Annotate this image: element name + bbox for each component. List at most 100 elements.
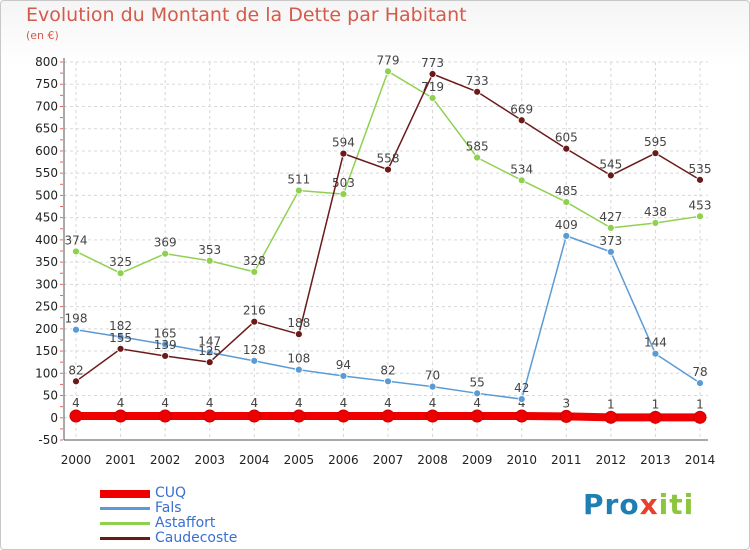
data-point-fals <box>384 377 392 386</box>
y-tick-label: 200 <box>35 322 58 336</box>
data-point-cuq <box>158 409 172 423</box>
data-label-caudecoste: 545 <box>599 157 622 171</box>
data-point-cuq <box>559 409 573 423</box>
data-point-astaffort <box>294 186 303 195</box>
data-point-fals <box>116 332 125 341</box>
data-point-caudecoste <box>72 377 80 386</box>
data-point-caudecoste <box>606 171 615 180</box>
data-label-caudecoste: 669 <box>510 102 533 116</box>
data-point-fals <box>473 389 482 398</box>
data-label-cuq: 4 <box>206 396 214 410</box>
data-label-cuq: 4 <box>117 396 125 410</box>
data-point-astaffort <box>517 176 526 185</box>
data-label-caudecoste: 188 <box>287 316 310 330</box>
legend-label: CUQ <box>155 485 187 501</box>
data-point-cuq <box>114 409 128 423</box>
x-tick-label: 2002 <box>150 453 181 467</box>
data-point-astaffort <box>473 153 482 162</box>
data-label-astaffort: 585 <box>466 140 489 154</box>
data-label-caudecoste: 558 <box>377 152 400 166</box>
data-point-cuq <box>470 409 484 423</box>
x-tick-label: 2013 <box>640 453 671 467</box>
plot-area <box>64 62 708 440</box>
data-label-astaffort: 719 <box>421 80 444 94</box>
y-tick-label: 450 <box>35 211 58 225</box>
data-point-caudecoste <box>473 87 482 96</box>
data-label-astaffort: 325 <box>109 255 132 269</box>
data-point-fals <box>562 231 571 240</box>
data-point-fals <box>428 382 437 391</box>
data-point-astaffort <box>250 268 259 276</box>
x-tick-label: 2010 <box>506 453 537 467</box>
y-tick-label: 400 <box>35 233 58 247</box>
data-label-fals: 144 <box>644 336 667 350</box>
data-point-fals <box>294 365 303 374</box>
x-tick-label: 2004 <box>239 453 270 467</box>
data-label-fals: 373 <box>599 234 622 248</box>
data-label-astaffort: 369 <box>154 236 177 250</box>
data-label-caudecoste: 773 <box>421 56 444 70</box>
x-tick-label: 2005 <box>284 453 315 467</box>
data-label-cuq: 1 <box>696 397 704 411</box>
data-label-caudecoste: 155 <box>109 331 132 345</box>
chart-title: Evolution du Montant de la Dette par Hab… <box>26 4 467 26</box>
data-label-cuq: 4 <box>429 396 437 410</box>
data-label-caudecoste: 605 <box>555 131 578 145</box>
data-point-cuq <box>693 410 707 424</box>
y-tick-label: -50 <box>38 433 58 447</box>
data-label-astaffort: 374 <box>65 233 88 247</box>
data-label-caudecoste: 125 <box>198 344 221 358</box>
data-label-cuq: 4 <box>340 396 348 410</box>
data-label-cuq: 4 <box>72 396 80 410</box>
data-label-caudecoste: 595 <box>644 135 667 149</box>
data-label-fals: 82 <box>380 363 395 377</box>
data-label-astaffort: 779 <box>377 53 400 67</box>
x-tick-label: 2012 <box>596 453 627 467</box>
data-label-cuq: 1 <box>652 397 660 411</box>
data-label-caudecoste: 733 <box>466 74 489 88</box>
legend-swatch <box>100 490 150 498</box>
data-point-astaffort <box>651 219 660 227</box>
chart-subtitle: (en €) <box>26 29 59 42</box>
data-point-cuq <box>648 410 662 424</box>
y-tick-label: 100 <box>35 366 58 380</box>
y-tick-label: 750 <box>35 77 58 91</box>
data-point-fals <box>517 395 526 403</box>
data-point-caudecoste <box>562 144 571 153</box>
x-tick-label: 2009 <box>462 453 493 467</box>
y-tick-label: 600 <box>35 144 58 158</box>
y-tick-label: 50 <box>43 389 58 403</box>
x-tick-label: 2011 <box>551 453 582 467</box>
data-point-caudecoste <box>339 149 348 158</box>
x-tick-label: 2001 <box>105 453 136 467</box>
data-point-caudecoste <box>428 70 437 78</box>
data-point-cuq <box>381 409 395 423</box>
data-label-astaffort: 328 <box>243 254 266 268</box>
data-point-astaffort <box>562 198 571 206</box>
data-point-cuq <box>247 409 261 423</box>
data-label-fals: 165 <box>154 326 177 340</box>
data-point-caudecoste <box>294 330 303 339</box>
legend-swatch <box>100 537 150 540</box>
data-label-astaffort: 353 <box>198 243 221 257</box>
data-point-astaffort <box>205 256 214 265</box>
legend-label: Fals <box>155 500 182 516</box>
data-point-fals <box>696 379 704 387</box>
data-label-fals: 409 <box>555 218 578 232</box>
data-label-astaffort: 427 <box>599 210 622 224</box>
data-point-cuq <box>515 409 529 423</box>
x-tick-label: 2007 <box>373 453 404 467</box>
y-tick-label: 300 <box>35 277 58 291</box>
data-point-fals <box>161 340 170 349</box>
proxiti-logo: Proxiti <box>583 488 695 521</box>
data-point-astaffort <box>72 247 80 256</box>
legend-label: Astaffort <box>155 515 216 531</box>
data-label-astaffort: 534 <box>510 162 533 176</box>
data-point-caudecoste <box>250 317 259 326</box>
data-label-fals: 198 <box>65 312 88 326</box>
data-label-astaffort: 485 <box>555 184 578 198</box>
data-point-fals <box>205 348 214 357</box>
data-point-fals <box>250 356 259 365</box>
data-point-caudecoste <box>517 116 526 125</box>
data-point-caudecoste <box>161 352 170 360</box>
